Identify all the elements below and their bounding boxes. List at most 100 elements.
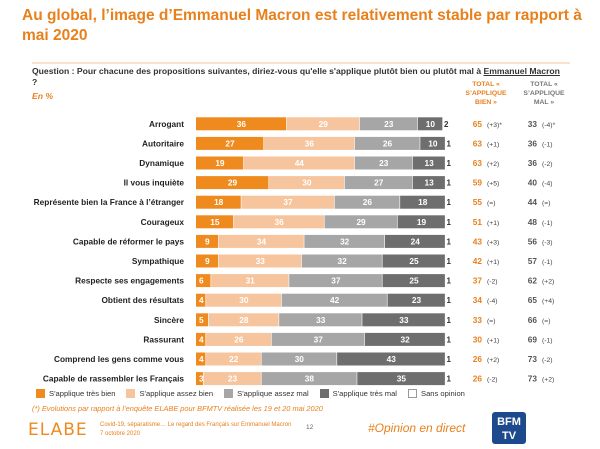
- row-label: Obtient des résultats: [101, 295, 184, 305]
- total-good-value: 37: [473, 276, 483, 286]
- total-good-evolution: (+1): [487, 141, 499, 148]
- total-good-value: 26: [473, 374, 483, 384]
- bar-segment: [241, 195, 334, 209]
- bar-segment: [281, 293, 387, 307]
- bar-value-label: 19: [215, 158, 225, 168]
- total-bad-evolution: (-4): [542, 181, 553, 188]
- total-bad-evolution: (-2): [542, 357, 553, 364]
- bar-segment: [261, 352, 337, 366]
- bar-segment: [324, 215, 397, 229]
- bar-segment: [412, 156, 445, 170]
- total-good-evolution: (=): [487, 318, 496, 325]
- bar-segment: [387, 293, 445, 307]
- bar-value-label: 33: [256, 256, 266, 266]
- bar-value-label: 19: [417, 217, 427, 227]
- bar-value-label: 1: [446, 159, 451, 168]
- legend-swatch: [126, 389, 136, 398]
- question-subject: Emmanuel Macron: [483, 66, 560, 76]
- total-bad-value: 44: [528, 197, 538, 207]
- bar-segment: [196, 117, 287, 131]
- total-good-evolution: (-2): [487, 377, 498, 384]
- bar-value-label: 23: [412, 295, 422, 305]
- total-good-value: 33: [473, 315, 483, 325]
- bar-value-label: 1: [446, 237, 451, 246]
- total-good-value: 43: [473, 236, 483, 246]
- bar-segment: [271, 332, 365, 346]
- bar-value-label: 1: [446, 257, 451, 266]
- bar-value-label: 13: [424, 158, 434, 168]
- total-bad-value: 73: [528, 354, 538, 364]
- bar-segment: [196, 313, 208, 327]
- bar-value-label: 13: [424, 178, 434, 188]
- total-good-evolution: (+2): [487, 161, 499, 168]
- bar-value-label: 22: [229, 354, 239, 364]
- bar-value-label: 4: [199, 334, 204, 344]
- total-bad-evolution: (-1): [542, 141, 553, 148]
- total-good-value: 26: [473, 354, 483, 364]
- total-bad-evolution: (-1): [542, 337, 553, 344]
- bar-value-label: 26: [363, 197, 373, 207]
- bar-segment: [382, 254, 445, 268]
- bar-segment: [196, 156, 244, 170]
- bar-value-label: 33: [316, 315, 326, 325]
- total-good-evolution: (+1): [487, 337, 499, 344]
- legend-swatch: [408, 389, 417, 398]
- bar-value-label: 27: [225, 138, 235, 148]
- bar-value-label: 31: [246, 276, 256, 286]
- row-label: Comprend les gens comme vous: [54, 354, 184, 364]
- bar-value-label: 35: [397, 374, 407, 384]
- row-label: Dynamique: [139, 158, 184, 168]
- bfmtv-logo: BFM TV: [492, 412, 526, 444]
- bar-value-label: 10: [428, 138, 438, 148]
- page-title: Au global, l’image d’Emmanuel Macron est…: [22, 7, 582, 44]
- footer-study-title: Covid-19, séparatisme… Le regard des Fra…: [100, 422, 292, 428]
- bar-value-label: 43: [387, 354, 397, 364]
- bar-value-label: 24: [411, 236, 421, 246]
- total-good-evolution: (+3)*: [487, 122, 502, 129]
- total-good-evolution: (-2): [487, 279, 498, 286]
- bar-value-label: 3: [199, 374, 204, 384]
- total-bad-value: 57: [528, 256, 538, 266]
- bar-segment: [208, 313, 279, 327]
- bar-value-label: 29: [356, 217, 366, 227]
- bar-value-label: 36: [275, 217, 285, 227]
- bar-segment: [196, 372, 203, 386]
- bar-segment: [334, 195, 400, 209]
- row-label: Courageux: [141, 217, 185, 227]
- bar-value-label: 5: [199, 315, 204, 325]
- total-bad-value: 36: [528, 158, 538, 168]
- bar-segment: [344, 176, 413, 190]
- bar-value-label: 44: [295, 158, 305, 168]
- bar-value-label: 42: [330, 295, 340, 305]
- bar-value-label: 1: [446, 218, 451, 227]
- bar-segment: [357, 372, 445, 386]
- bar-value-label: 23: [384, 119, 394, 129]
- bar-value-label: 37: [283, 197, 293, 207]
- total-bad-value: 40: [528, 178, 538, 188]
- header-total-good: TOTAL « S’APPLIQUE BIEN »: [465, 81, 507, 106]
- bar-value-label: 38: [305, 374, 315, 384]
- total-bad-value: 36: [528, 138, 538, 148]
- bar-value-label: 4: [199, 354, 204, 364]
- bar-value-label: 1: [446, 316, 451, 325]
- total-good-value: 63: [473, 138, 483, 148]
- bar-segment: [196, 136, 264, 150]
- bar-segment: [301, 254, 382, 268]
- bar-value-label: 10: [426, 119, 436, 129]
- bar-value-label: 23: [379, 158, 389, 168]
- bar-value-label: 9: [205, 256, 210, 266]
- total-bad-evolution: (-1): [542, 259, 553, 266]
- total-bad-evolution: (+2): [542, 279, 554, 286]
- total-bad-value: 65: [528, 295, 538, 305]
- bar-segment: [196, 176, 269, 190]
- total-good-value: 30: [473, 334, 483, 344]
- bar-segment: [286, 117, 360, 131]
- bar-segment: [218, 234, 304, 248]
- total-good-evolution: (+3): [487, 239, 499, 246]
- total-bad-evolution: (-2): [542, 161, 553, 168]
- total-bad-value: 48: [528, 217, 538, 227]
- total-good-value: 65: [473, 119, 483, 129]
- question-prefix: Question : Pour chacune des propositions…: [32, 66, 484, 76]
- total-good-value: 34: [473, 295, 483, 305]
- bar-value-label: 6: [199, 276, 204, 286]
